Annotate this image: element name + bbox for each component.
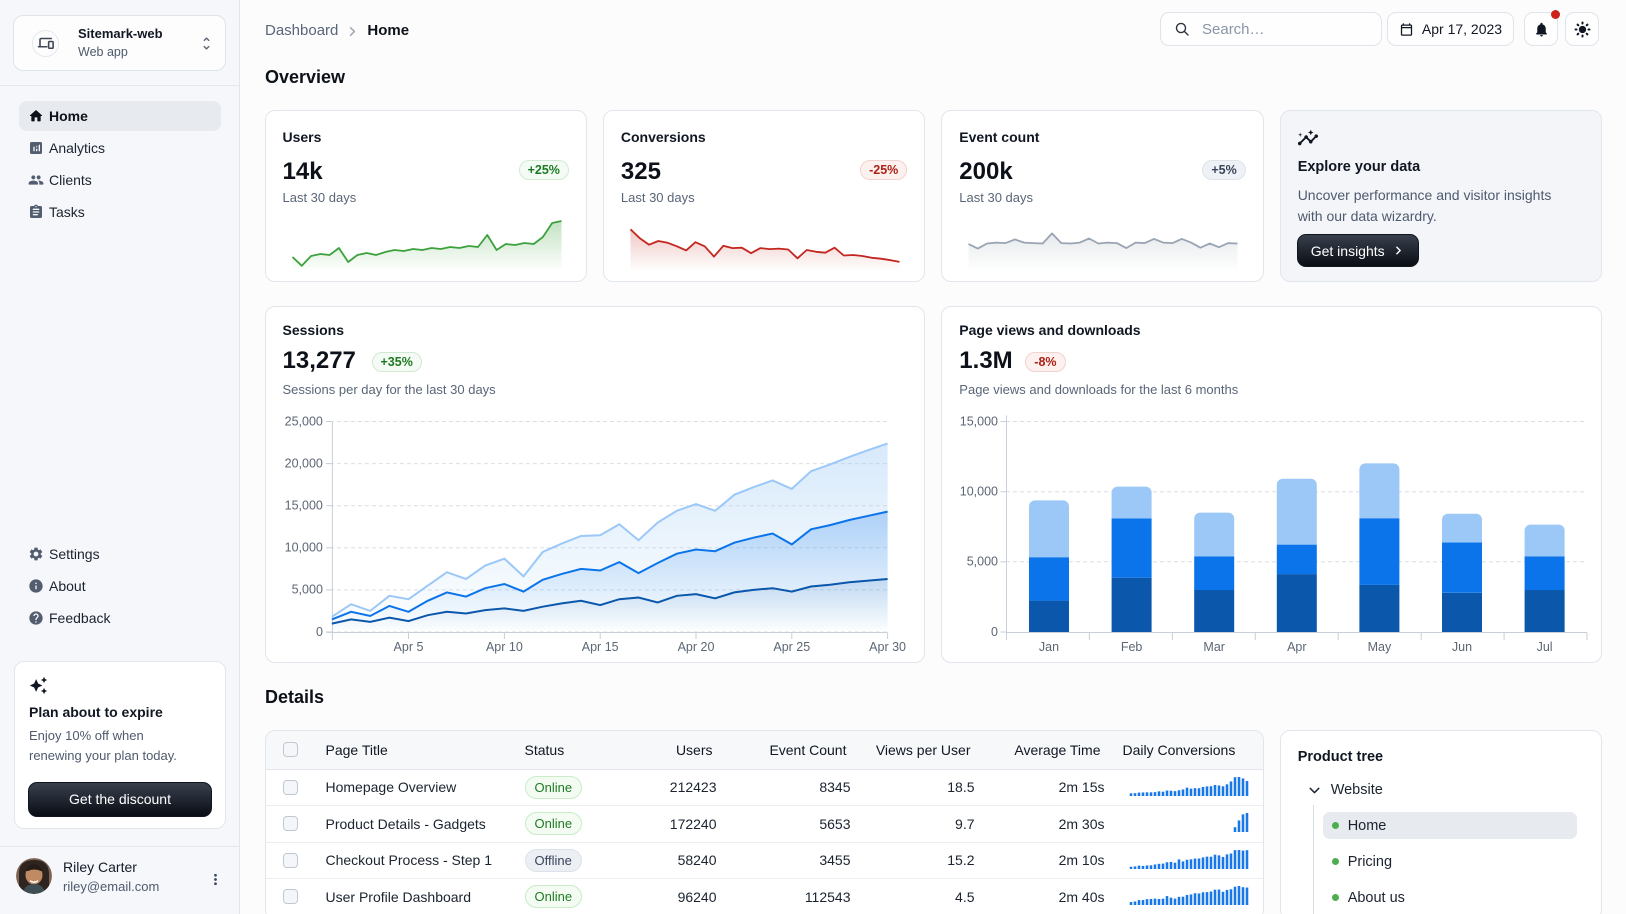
svg-text:Jun: Jun — [1452, 640, 1472, 654]
svg-text:Apr 20: Apr 20 — [677, 640, 714, 654]
svg-text:10,000: 10,000 — [284, 541, 322, 555]
svg-text:Apr 5: Apr 5 — [393, 640, 423, 654]
svg-text:May: May — [1368, 640, 1392, 654]
svg-text:10,000: 10,000 — [960, 484, 998, 498]
svg-text:25,000: 25,000 — [284, 414, 322, 428]
svg-text:Apr 15: Apr 15 — [581, 640, 618, 654]
svg-text:15,000: 15,000 — [960, 414, 998, 428]
svg-text:5,000: 5,000 — [291, 583, 322, 597]
svg-text:Mar: Mar — [1204, 640, 1226, 654]
svg-text:20,000: 20,000 — [284, 456, 322, 470]
svg-text:Feb: Feb — [1121, 640, 1143, 654]
svg-text:Apr 10: Apr 10 — [485, 640, 522, 654]
svg-text:Jul: Jul — [1537, 640, 1553, 654]
svg-text:Apr 30: Apr 30 — [869, 640, 906, 654]
svg-text:Apr 25: Apr 25 — [773, 640, 810, 654]
svg-text:Apr: Apr — [1287, 640, 1306, 654]
svg-text:15,000: 15,000 — [284, 498, 322, 512]
svg-text:0: 0 — [991, 625, 998, 639]
svg-text:5,000: 5,000 — [967, 555, 998, 569]
svg-text:Jan: Jan — [1039, 640, 1059, 654]
svg-text:0: 0 — [315, 625, 322, 639]
